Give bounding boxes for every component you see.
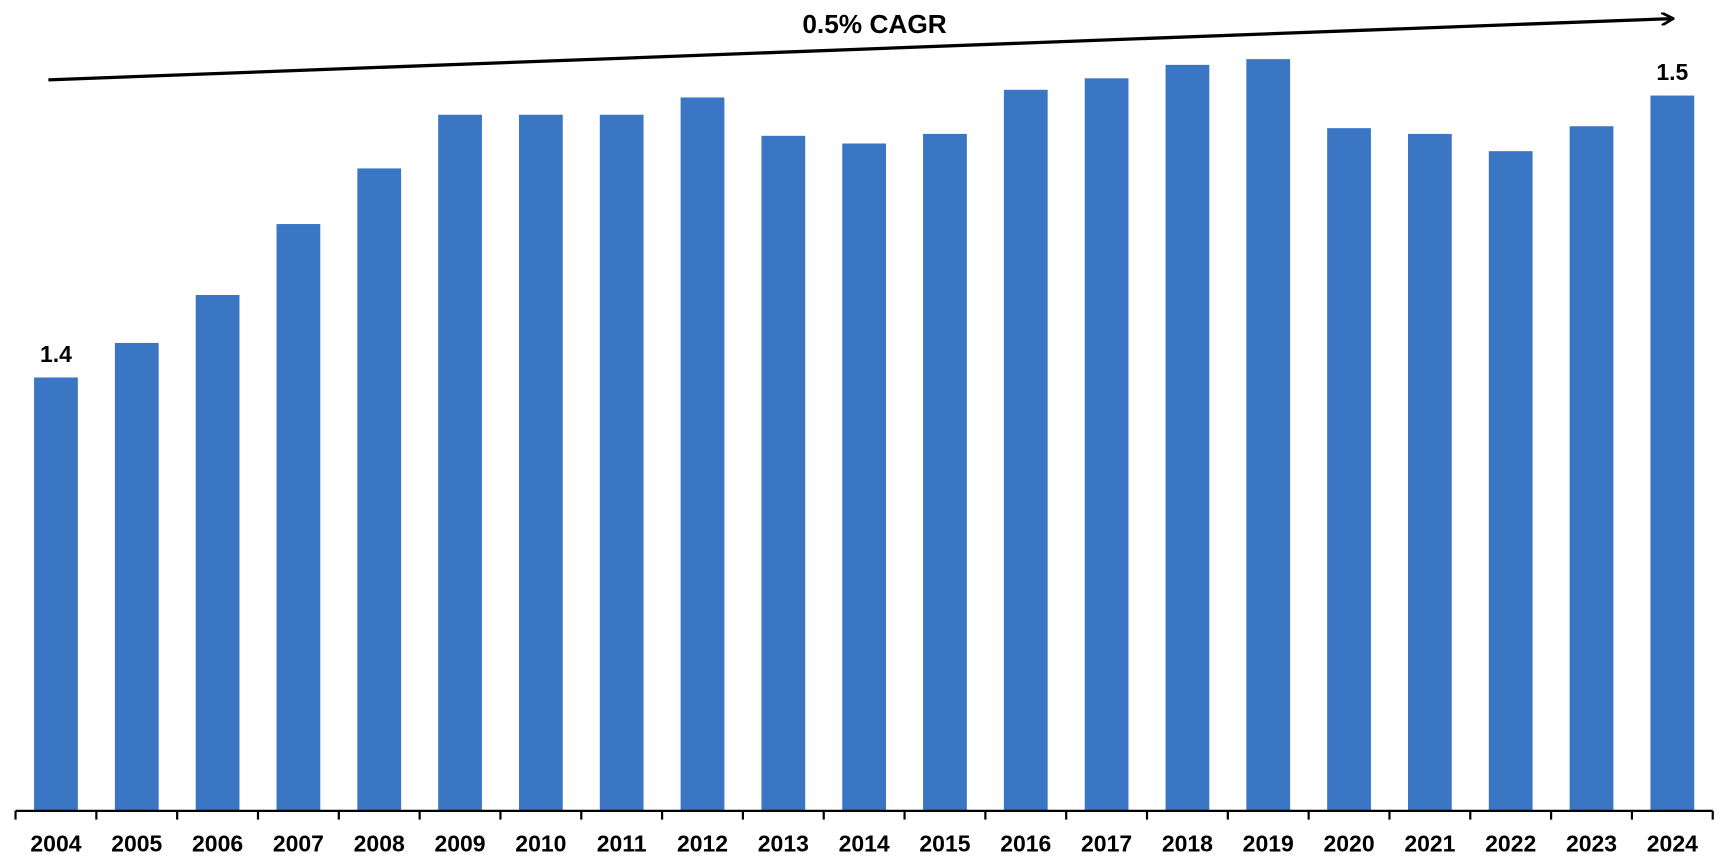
bar <box>438 114 482 811</box>
x-tick-label: 2017 <box>1081 830 1132 856</box>
annotation: 0.5% CAGR <box>802 9 946 39</box>
bar <box>680 97 725 811</box>
x-tick-label: 2016 <box>1000 830 1051 856</box>
bar <box>34 377 78 811</box>
bar <box>1569 126 1614 811</box>
bar <box>357 168 402 811</box>
x-tick-label: 2009 <box>434 830 485 856</box>
x-tick-label: 2015 <box>919 830 970 856</box>
bar <box>923 133 967 811</box>
x-tick-label: 2008 <box>354 830 405 856</box>
bar <box>276 224 321 811</box>
bar <box>599 114 644 811</box>
bar <box>761 135 806 811</box>
x-tick-label: 2021 <box>1404 830 1455 856</box>
x-tick-label: 2020 <box>1324 830 1375 856</box>
x-tick-label: 2018 <box>1162 830 1213 856</box>
x-tick-label: 2007 <box>273 830 324 856</box>
x-tick-label: 2012 <box>677 830 728 856</box>
bar <box>842 143 887 811</box>
x-tick-label: 2014 <box>839 830 890 856</box>
value-label: 1.4 <box>40 341 72 367</box>
x-tick-label: 2013 <box>758 830 809 856</box>
bar <box>1003 89 1048 811</box>
x-tick-label: 2006 <box>192 830 243 856</box>
x-tick-label: 2019 <box>1243 830 1294 856</box>
bar <box>195 294 240 811</box>
x-tick-label: 2022 <box>1485 830 1536 856</box>
x-tick-label: 2004 <box>30 830 81 856</box>
bar <box>518 114 563 811</box>
x-tick-label: 2005 <box>111 830 162 856</box>
bar <box>1084 78 1129 811</box>
value-label: 1.5 <box>1656 59 1688 85</box>
x-tick-label: 2010 <box>515 830 566 856</box>
bar <box>1650 95 1695 811</box>
bar <box>1165 64 1210 811</box>
bar <box>114 342 159 811</box>
bar <box>1488 151 1533 811</box>
bar <box>1327 128 1371 811</box>
x-tick-label: 2024 <box>1647 830 1698 856</box>
x-tick-label: 2011 <box>597 830 647 856</box>
bar <box>1246 59 1291 811</box>
cagr-arrow <box>48 19 1672 82</box>
x-tick-label: 2023 <box>1566 830 1617 856</box>
bar <box>1407 133 1452 811</box>
